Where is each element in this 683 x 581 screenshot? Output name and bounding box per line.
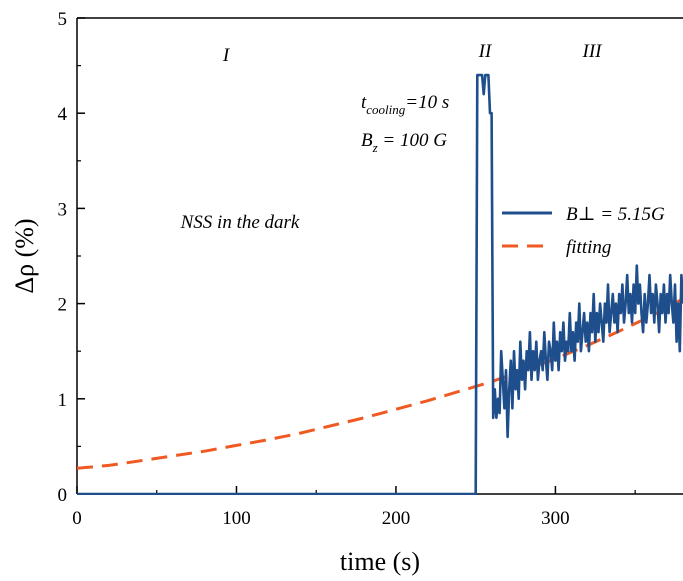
field-label: Bz = 100 G — [361, 130, 447, 155]
legend-fitting-label: fitting — [566, 237, 611, 258]
y-tick-label: 4 — [58, 104, 68, 125]
legend: B⊥ = 5.15G fitting — [502, 204, 665, 258]
x-axis-title: time (s) — [340, 547, 420, 576]
measured-series-line — [77, 73, 683, 495]
y-tick-label: 0 — [58, 485, 68, 506]
dark-condition-label: NSS in the dark — [180, 212, 300, 233]
y-tick-label: 2 — [58, 295, 68, 316]
x-tick-label: 300 — [541, 508, 570, 529]
y-tick-label: 5 — [58, 9, 68, 30]
legend-measured-label: B⊥ = 5.15G — [566, 204, 665, 225]
axis-ticks: 0 1 2 3 4 5 0 100 200 300 — [58, 9, 636, 529]
x-tick-label: 0 — [72, 508, 82, 529]
y-axis-title: Δρ (%) — [10, 218, 39, 293]
cooling-time-label: tcooling=10 s — [361, 92, 449, 117]
x-tick-label: 200 — [382, 508, 411, 529]
y-tick-label: 1 — [58, 390, 68, 411]
x-tick-label: 100 — [222, 508, 251, 529]
region-label-1: I — [222, 45, 231, 66]
region-label-2: II — [478, 41, 493, 62]
y-tick-label: 3 — [58, 199, 68, 220]
region-label-3: III — [582, 41, 604, 62]
fitting-series-line — [77, 297, 683, 470]
